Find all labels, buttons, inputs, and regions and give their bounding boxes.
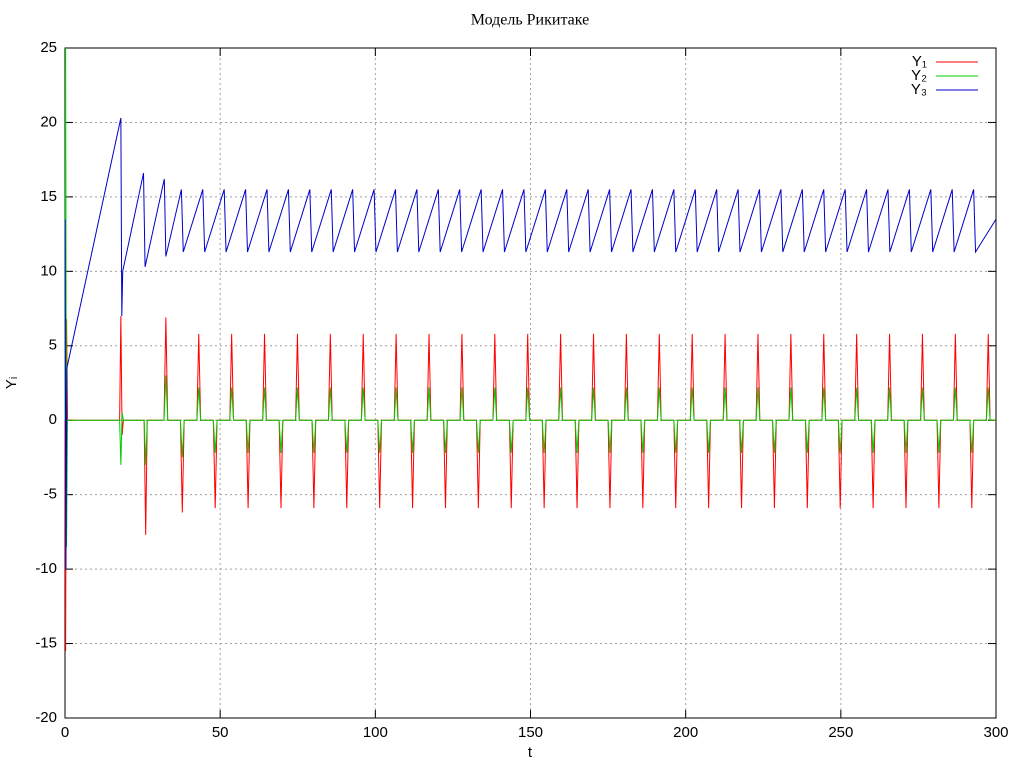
y-axis-label: Yᵢ	[3, 377, 20, 389]
y-tick-label: 25	[40, 39, 57, 56]
y-tick-label: 10	[40, 262, 57, 279]
x-tick-label: 300	[983, 724, 1008, 741]
chart-title: Модель Рикитаке	[471, 12, 589, 29]
x-axis-label: t	[528, 744, 533, 761]
y-tick-label: 0	[49, 411, 57, 428]
x-tick-label: 200	[673, 724, 698, 741]
series-line	[64, 117, 997, 570]
x-tick-label: 0	[61, 724, 69, 741]
x-tick-label: 150	[518, 724, 543, 741]
y-tick-label: 15	[40, 188, 57, 205]
legend-label: Y₁	[912, 53, 927, 70]
y-tick-label: 20	[40, 113, 57, 130]
y-tick-label: -20	[35, 709, 57, 726]
y-tick-label: -10	[35, 560, 57, 577]
x-tick-label: 50	[212, 724, 229, 741]
y-tick-label: 5	[49, 337, 57, 354]
x-tick-label: 250	[828, 724, 853, 741]
series-line	[64, 47, 996, 547]
y-tick-label: -5	[44, 486, 57, 503]
y-tick-label: -15	[35, 635, 57, 652]
x-tick-label: 100	[363, 724, 388, 741]
legend-label: Y₂	[911, 67, 927, 84]
legend-label: Y₃	[911, 81, 927, 98]
